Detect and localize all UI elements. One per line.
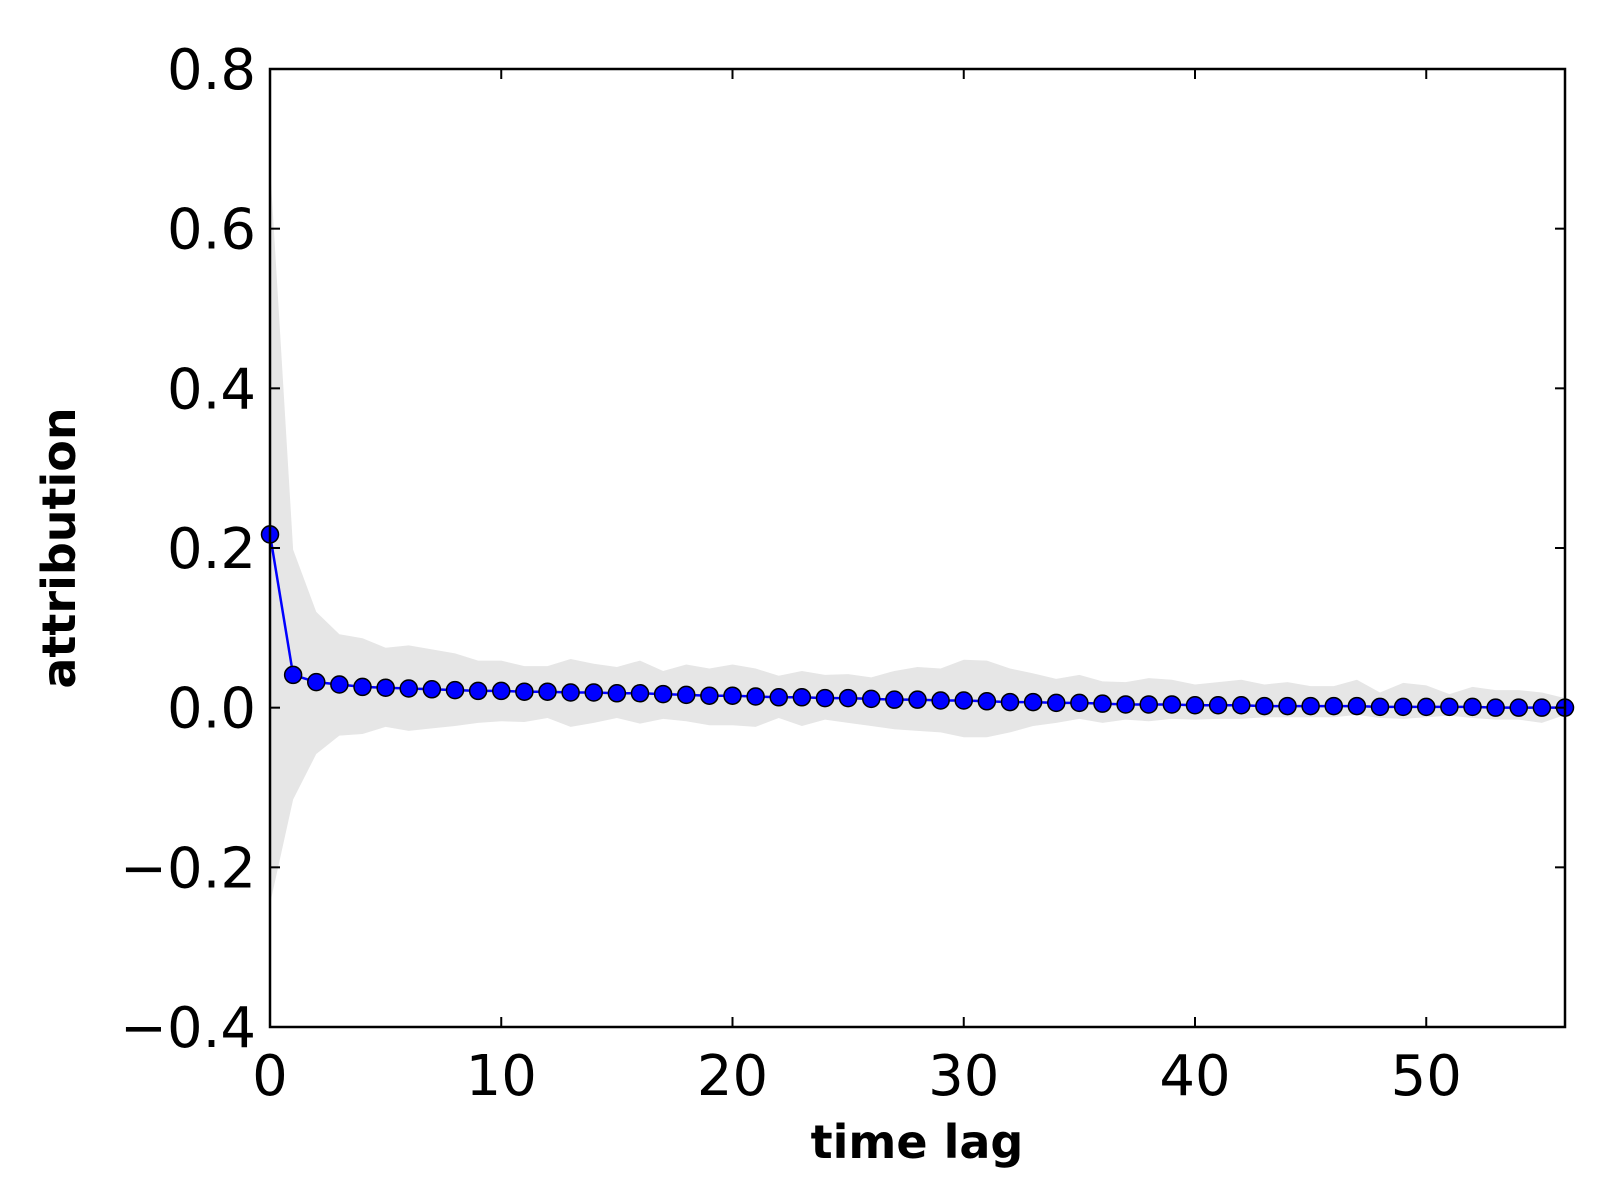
y-tick-label: −0.4 (120, 996, 256, 1061)
marker (1093, 694, 1112, 713)
marker (723, 686, 742, 705)
y-tick-label: 0.2 (167, 517, 256, 582)
y-tick-label: 0.8 (167, 38, 256, 103)
y-axis-label: attribution (32, 407, 86, 688)
marker (931, 691, 950, 710)
marker (1532, 698, 1552, 717)
marker (954, 691, 973, 710)
marker (1023, 692, 1043, 712)
marker (445, 680, 465, 700)
marker (584, 683, 603, 702)
marker (353, 677, 372, 697)
y-tick-label: −0.2 (120, 836, 256, 901)
marker (1232, 696, 1251, 715)
x-tick-label: 20 (697, 1044, 768, 1109)
y-tick-label: 0.0 (167, 677, 256, 742)
marker (1324, 696, 1343, 716)
marker (838, 688, 858, 708)
marker (399, 679, 418, 698)
x-tick-label: 50 (1391, 1044, 1462, 1109)
marker (1000, 692, 1020, 712)
y-tick-label: 0.6 (167, 198, 256, 263)
x-tick-label: 30 (928, 1044, 999, 1109)
marker (1509, 698, 1528, 717)
marker (1370, 697, 1390, 717)
marker (1440, 697, 1459, 717)
marker (815, 688, 835, 708)
x-tick-label: 10 (466, 1044, 537, 1109)
marker (1208, 696, 1228, 715)
marker (630, 684, 650, 703)
plot-frame (268, 67, 1567, 1029)
confidence-band (270, 164, 1565, 905)
marker (468, 681, 488, 701)
marker (769, 688, 788, 707)
marker (561, 683, 580, 702)
marker (885, 690, 904, 709)
marker (1486, 698, 1505, 717)
marker (422, 680, 442, 699)
marker (1047, 693, 1066, 713)
marker (607, 684, 627, 703)
marker (1255, 696, 1274, 716)
marker (492, 681, 511, 701)
marker (908, 690, 927, 709)
marker (792, 688, 812, 707)
marker (1278, 696, 1297, 716)
marker (1393, 697, 1413, 717)
y-tick-label: 0.4 (167, 357, 256, 422)
marker (677, 685, 696, 705)
marker (515, 682, 534, 701)
marker (746, 687, 765, 706)
marker (1185, 696, 1205, 715)
x-tick-label: 40 (1159, 1044, 1230, 1109)
marker (283, 665, 303, 685)
marker (1301, 696, 1320, 716)
marker (1139, 695, 1158, 714)
x-tick-label: 0 (252, 1044, 288, 1109)
marker (307, 672, 326, 692)
marker (1162, 695, 1182, 714)
marker (538, 682, 557, 701)
marker (1463, 697, 1482, 717)
marker (330, 675, 349, 694)
marker (862, 689, 881, 709)
marker (1417, 697, 1436, 717)
x-axis-label: time lag (811, 1115, 1024, 1169)
marker (653, 684, 673, 704)
marker (700, 686, 719, 705)
marker (1070, 693, 1089, 713)
marker (1347, 696, 1367, 716)
marker (977, 692, 997, 711)
marker (376, 678, 395, 697)
marker (1116, 695, 1135, 714)
